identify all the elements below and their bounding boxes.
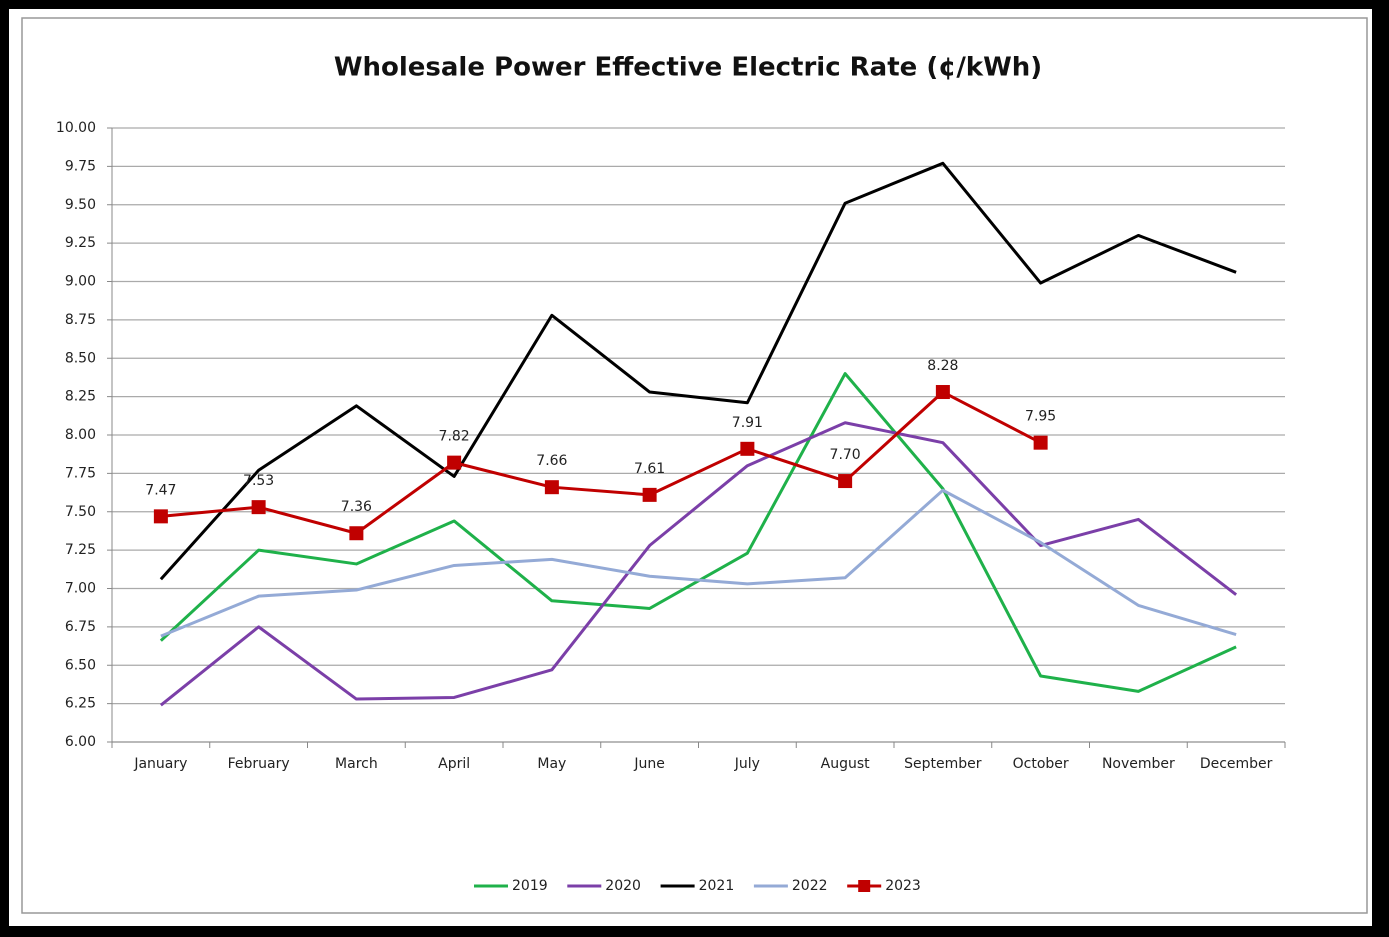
legend-label: 2020 — [605, 878, 641, 894]
series-line — [159, 161, 1237, 581]
chart-title: Wholesale Power Effective Electric Rate … — [334, 53, 1042, 83]
x-tick-label: January — [133, 756, 187, 772]
x-tick-label: July — [734, 756, 760, 772]
point-marker — [349, 526, 364, 541]
data-label: 7.61 — [634, 461, 665, 477]
point-marker — [153, 509, 168, 524]
point-marker — [642, 487, 657, 502]
y-tick-label: 8.25 — [65, 389, 96, 405]
y-tick-label: 6.00 — [65, 734, 96, 750]
x-tick-label: December — [1200, 756, 1273, 772]
data-label: 7.91 — [732, 415, 763, 431]
y-tick-label: 10.00 — [56, 120, 96, 136]
data-label: 8.28 — [927, 358, 958, 374]
y-tick-label: 9.50 — [65, 197, 96, 213]
point-marker — [740, 441, 755, 456]
series-line — [159, 421, 1238, 707]
data-label: 7.70 — [830, 447, 861, 463]
data-label: 7.53 — [243, 473, 274, 489]
legend-marker — [858, 880, 871, 892]
point-marker — [838, 474, 853, 489]
x-tick-label: April — [438, 756, 470, 772]
x-tick-label: August — [821, 756, 871, 772]
y-tick-label: 7.75 — [65, 465, 96, 481]
y-tick-label: 9.75 — [65, 158, 96, 174]
y-tick-label: 8.50 — [65, 350, 96, 366]
x-tick-label: May — [537, 756, 566, 772]
legend-label: 2021 — [699, 878, 735, 894]
y-tick-label: 8.75 — [65, 312, 96, 328]
x-tick-label: October — [1013, 756, 1069, 772]
y-tick-label: 6.75 — [65, 619, 96, 635]
y-tick-label: 8.00 — [65, 427, 96, 443]
point-marker — [447, 455, 462, 470]
series-line — [160, 390, 1042, 535]
legend-label: 2019 — [512, 878, 548, 894]
y-tick-label: 9.25 — [65, 235, 96, 251]
data-label: 7.95 — [1025, 409, 1056, 425]
data-label: 7.47 — [145, 482, 176, 498]
y-tick-label: 7.25 — [65, 542, 96, 558]
data-label: 7.82 — [439, 429, 470, 445]
x-tick-label: November — [1102, 756, 1175, 772]
legend-label: 2022 — [792, 878, 828, 894]
point-marker — [935, 385, 950, 400]
point-marker — [544, 480, 559, 495]
x-tick-label: February — [228, 756, 290, 772]
y-tick-label: 7.50 — [65, 504, 96, 520]
series-line — [160, 488, 1237, 638]
y-tick-label: 9.00 — [65, 274, 96, 290]
y-tick-label: 7.00 — [65, 581, 96, 597]
y-tick-label: 6.50 — [65, 657, 96, 673]
x-tick-label: September — [904, 756, 982, 772]
x-tick-label: March — [335, 756, 378, 772]
legend-label: 2023 — [885, 878, 921, 894]
x-tick-label: June — [633, 756, 665, 772]
y-tick-label: 6.25 — [65, 696, 96, 712]
data-label: 7.36 — [341, 499, 372, 515]
point-marker — [251, 500, 266, 515]
chart-area — [21, 17, 1368, 914]
point-marker — [1033, 435, 1048, 450]
data-label: 7.66 — [536, 453, 567, 469]
